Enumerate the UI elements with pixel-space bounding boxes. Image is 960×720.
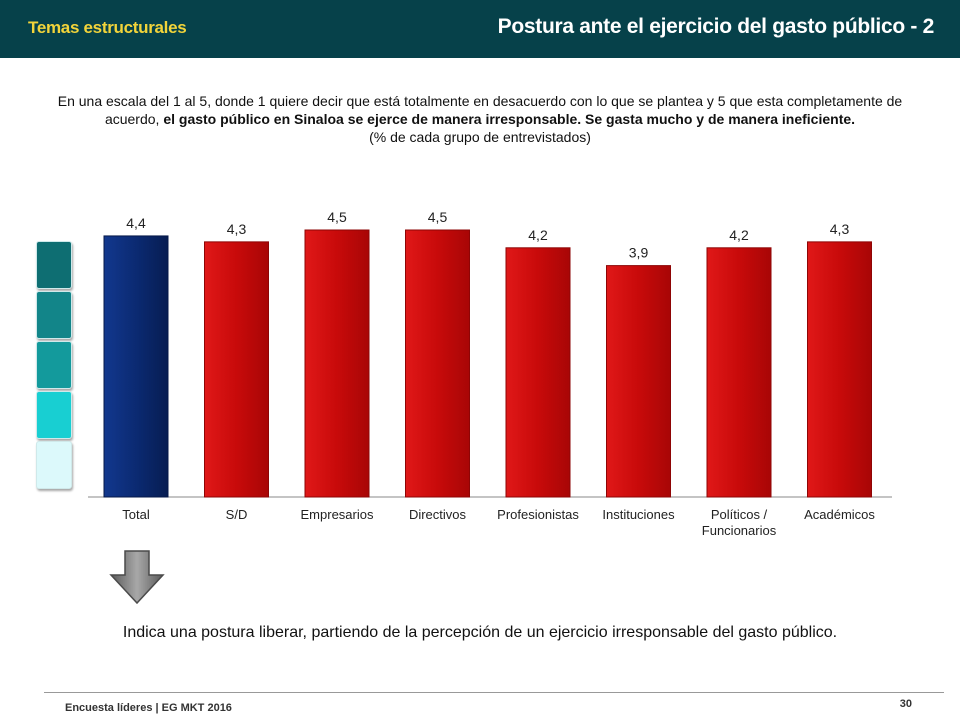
question-plain: En una escala del 1 al 5, donde 1 quiere… [57, 93, 903, 127]
category-label-2: S/D [226, 507, 248, 522]
category-label-3: Empresarios [301, 507, 374, 522]
question-note: (% de cada grupo de entrevistados) [369, 129, 591, 145]
category-label-6: Instituciones [602, 507, 675, 522]
question-text: En una escala del 1 al 5, donde 1 quiere… [40, 92, 920, 146]
scale-segment-3 [36, 341, 72, 389]
question-bold: el gasto público en Sinaloa se ejerce de… [163, 111, 856, 127]
scale-legend [36, 241, 72, 491]
down-arrow-icon [109, 549, 165, 610]
scale-segment-5 [36, 441, 72, 489]
data-label-8: 4,3 [830, 221, 850, 237]
data-label-2: 4,3 [227, 221, 247, 237]
category-label-7: Políticos / Funcionarios [702, 507, 777, 538]
data-label-3: 4,5 [327, 209, 347, 225]
data-label-5: 4,2 [528, 227, 548, 243]
bar-2 [204, 241, 269, 498]
footer-divider [44, 692, 944, 693]
category-label-4: Directivos [409, 507, 467, 522]
header-bar: Temas estructurales Postura ante el ejer… [0, 0, 960, 58]
bar-6 [606, 265, 671, 498]
bar-7 [706, 247, 772, 498]
scale-segment-1 [36, 241, 72, 289]
bar-8 [807, 241, 872, 498]
page-number: 30 [899, 698, 912, 710]
data-label-6: 3,9 [629, 245, 649, 261]
data-label-7: 4,2 [729, 227, 749, 243]
bar-3 [304, 229, 370, 498]
category-label-8: Académicos [804, 507, 875, 522]
category-label-5: Profesionistas [497, 507, 579, 522]
bar-1 [103, 235, 169, 498]
section-label: Temas estructurales [28, 18, 187, 37]
scale-segment-4 [36, 391, 72, 439]
bar-4 [405, 229, 470, 498]
data-label-4: 4,5 [428, 209, 448, 225]
page-title: Postura ante el ejercicio del gasto públ… [497, 15, 935, 38]
conclusion-text: Indica una postura liberar, partiendo de… [122, 624, 838, 641]
category-label-1: Total [122, 507, 150, 522]
scale-segment-2 [36, 291, 72, 339]
data-label-1: 4,4 [126, 215, 146, 231]
footer-source: Encuesta líderes | EG MKT 2016 [65, 702, 232, 714]
bar-5 [505, 247, 571, 498]
